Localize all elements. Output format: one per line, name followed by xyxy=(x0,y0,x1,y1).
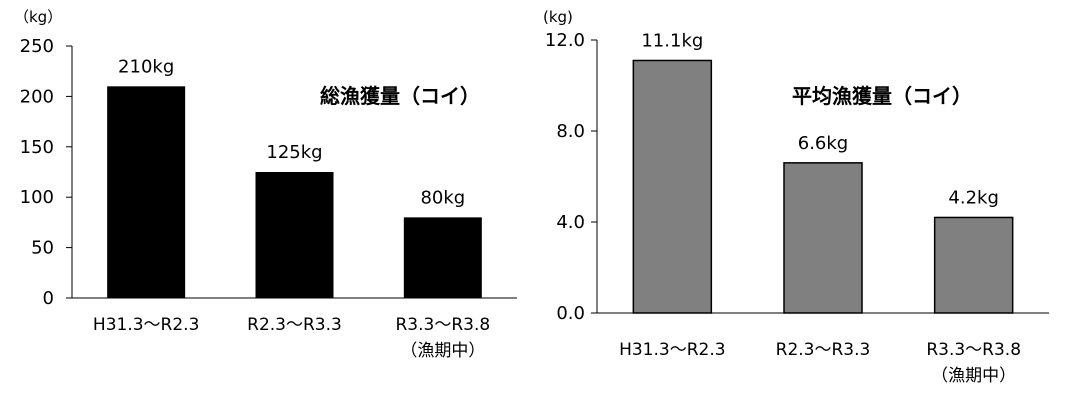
total-y-tick-label: 50 xyxy=(31,238,54,259)
average-y-tick-label: 4.0 xyxy=(556,212,585,233)
average-catch-chart: (kg) 0.0 4.0 8.0 12.0 11.1kg H31.3～R2.3 6.6kg R2… xyxy=(533,0,1066,398)
total-y-tick-label: 200 xyxy=(20,86,54,107)
total-category-label: R3.3～R3.8 xyxy=(395,315,490,335)
total-data-label: 80kg xyxy=(420,187,465,208)
total-category-label: H31.3～R2.3 xyxy=(93,315,199,335)
total-y-tick-label: 0 xyxy=(43,288,54,309)
total-category-label: （漁期中） xyxy=(400,341,485,361)
average-category-label: （漁期中） xyxy=(931,366,1016,386)
total-category-label: R2.3～R3.3 xyxy=(247,315,342,335)
average-data-label: 11.1kg xyxy=(641,30,703,51)
average-unit-label: (kg) xyxy=(543,8,573,26)
average-chart-title: 平均漁獲量（コイ） xyxy=(792,84,972,108)
total-bar xyxy=(107,86,186,298)
average-y-tick-label: 0.0 xyxy=(556,303,585,324)
total-data-label: 125kg xyxy=(266,142,322,163)
total-catch-chart: （kg） 0 50 100 150 200 250 210kg H31.3～R2.3 125kg R… xyxy=(0,0,533,398)
total-bar xyxy=(255,172,334,298)
total-data-label: 210kg xyxy=(118,56,174,77)
total-chart-title: 総漁獲量（コイ） xyxy=(320,84,480,108)
average-catch-chart-svg: (kg) 0.0 4.0 8.0 12.0 11.1kg H31.3～R2.3 6.6kg R2… xyxy=(543,8,1049,386)
total-y-tick-label: 150 xyxy=(20,137,54,158)
total-y-tick-label: 250 xyxy=(20,36,54,57)
total-y-tick-label: 100 xyxy=(20,187,54,208)
average-y-tick-label: 8.0 xyxy=(556,121,585,142)
average-category-label: H31.3～R2.3 xyxy=(619,340,725,360)
average-bar xyxy=(632,59,713,314)
average-bar xyxy=(933,216,1014,314)
total-bar xyxy=(403,217,482,298)
average-category-label: R3.3～R3.8 xyxy=(926,340,1021,360)
average-category-label: R2.3～R3.3 xyxy=(776,340,871,360)
average-data-label: 6.6kg xyxy=(798,133,848,154)
total-unit-label: （kg） xyxy=(14,8,62,26)
average-bar xyxy=(783,162,863,314)
average-data-label: 4.2kg xyxy=(948,187,998,208)
average-y-tick-label: 12.0 xyxy=(545,30,585,51)
total-catch-chart-svg: （kg） 0 50 100 150 200 250 210kg H31.3～R2.3 125kg R… xyxy=(14,8,517,361)
